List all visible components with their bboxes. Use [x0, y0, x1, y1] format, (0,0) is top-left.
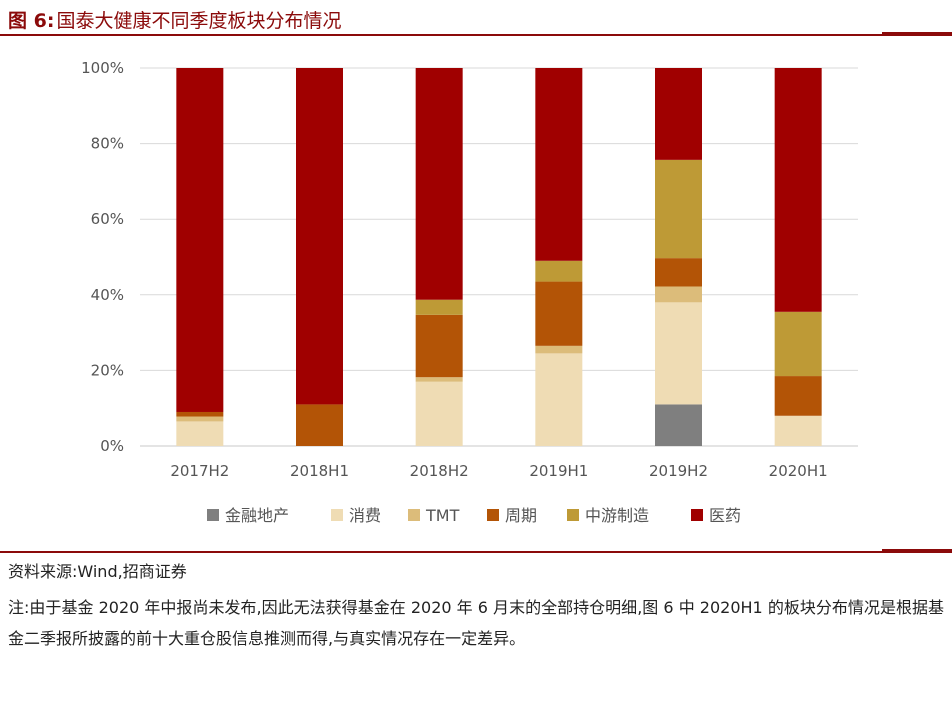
bar-segment: [415, 377, 463, 382]
legend-swatch: [331, 509, 343, 521]
legend-label: 周期: [505, 506, 537, 525]
data-source: 资料来源:Wind,招商证券: [8, 562, 187, 581]
bar-segment: [655, 404, 702, 446]
bar-stack-2018H2: [415, 68, 463, 446]
x-axis-tick-labels: 2017H2 2018H1 2018H2 2019H1 2019H2 2020H1: [170, 462, 827, 480]
legend-swatch: [207, 509, 219, 521]
legend-item: 消费: [331, 506, 381, 525]
bar-segment: [655, 68, 702, 160]
x-tick-label: 2019H2: [649, 462, 708, 480]
legend-swatch: [487, 509, 499, 521]
bar-segment: [415, 68, 463, 300]
footnote: 注:由于基金 2020 年中报尚未发布,因此无法获得基金在 2020 年 6 月…: [8, 598, 944, 648]
y-tick-label: 0%: [100, 437, 124, 455]
bar-segment: [774, 415, 822, 446]
bar-segment: [176, 416, 224, 422]
x-tick-label: 2018H1: [290, 462, 349, 480]
bar-segment: [655, 302, 702, 405]
bar-segment: [774, 68, 822, 312]
bottom-divider: [0, 549, 952, 553]
bar-segment: [176, 411, 224, 417]
gridlines: [140, 67, 858, 447]
y-tick-label: 20%: [91, 361, 124, 379]
legend-label: TMT: [425, 506, 460, 525]
bar-segment: [535, 353, 583, 446]
bar-segment: [296, 404, 343, 446]
bar-segment: [774, 311, 822, 377]
bar-segment: [535, 345, 583, 354]
x-tick-label: 2017H2: [170, 462, 229, 480]
bar-segment: [535, 68, 583, 261]
bar-segment: [655, 286, 702, 303]
legend-label: 金融地产: [225, 506, 289, 525]
legend: 金融地产 消费 TMT 周期 中游制造 医药: [207, 506, 741, 525]
bar-segment: [535, 281, 583, 346]
legend-label: 中游制造: [585, 506, 649, 525]
bar-stack-2019H1: [535, 68, 583, 446]
legend-swatch: [691, 509, 703, 521]
legend-swatch: [567, 509, 579, 521]
y-tick-label: 100%: [81, 59, 124, 77]
bar-segment: [296, 68, 343, 405]
legend-item: 周期: [487, 506, 537, 525]
y-tick-label: 60%: [91, 210, 124, 228]
bar-segment: [415, 299, 463, 315]
figure-title-text: 国泰大健康不同季度板块分布情况: [56, 9, 342, 32]
bar-segment: [415, 314, 463, 378]
legend-label: 医药: [709, 506, 741, 525]
top-divider: [0, 32, 952, 36]
bar-segment: [774, 376, 822, 416]
y-tick-label: 40%: [91, 286, 124, 304]
legend-item: 医药: [691, 506, 741, 525]
y-axis-tick-labels: 0% 20% 40% 60% 80% 100%: [81, 59, 124, 455]
legend-item: 金融地产: [207, 506, 289, 525]
legend-label: 消费: [349, 506, 381, 525]
x-tick-label: 2020H1: [769, 462, 828, 480]
bar-segment: [176, 68, 224, 412]
legend-item: TMT: [408, 506, 460, 525]
bar-segment: [176, 421, 224, 446]
legend-item: 中游制造: [567, 506, 649, 525]
bar-segment: [655, 258, 702, 287]
figure-number: 图 6:: [8, 9, 55, 32]
legend-swatch: [408, 509, 420, 521]
bar-stack-2017H2: [176, 68, 224, 446]
x-tick-label: 2019H1: [529, 462, 588, 480]
bar-stack-2018H1: [296, 68, 343, 446]
bar-stack-2020H1: [774, 68, 822, 446]
bar-segment: [415, 381, 463, 446]
y-tick-label: 80%: [91, 135, 124, 153]
bar-segment: [655, 159, 702, 259]
bar-stack-2019H2: [655, 68, 702, 446]
figure-title: 图 6: 国泰大健康不同季度板块分布情况: [8, 6, 944, 32]
stacked-bar-chart: 0%20%40%60%80%100% 2017H2 2018H1 2018H2 201…: [81, 59, 858, 525]
x-tick-label: 2018H2: [410, 462, 469, 480]
bar-stacks: [176, 68, 822, 446]
bar-segment: [535, 260, 583, 282]
